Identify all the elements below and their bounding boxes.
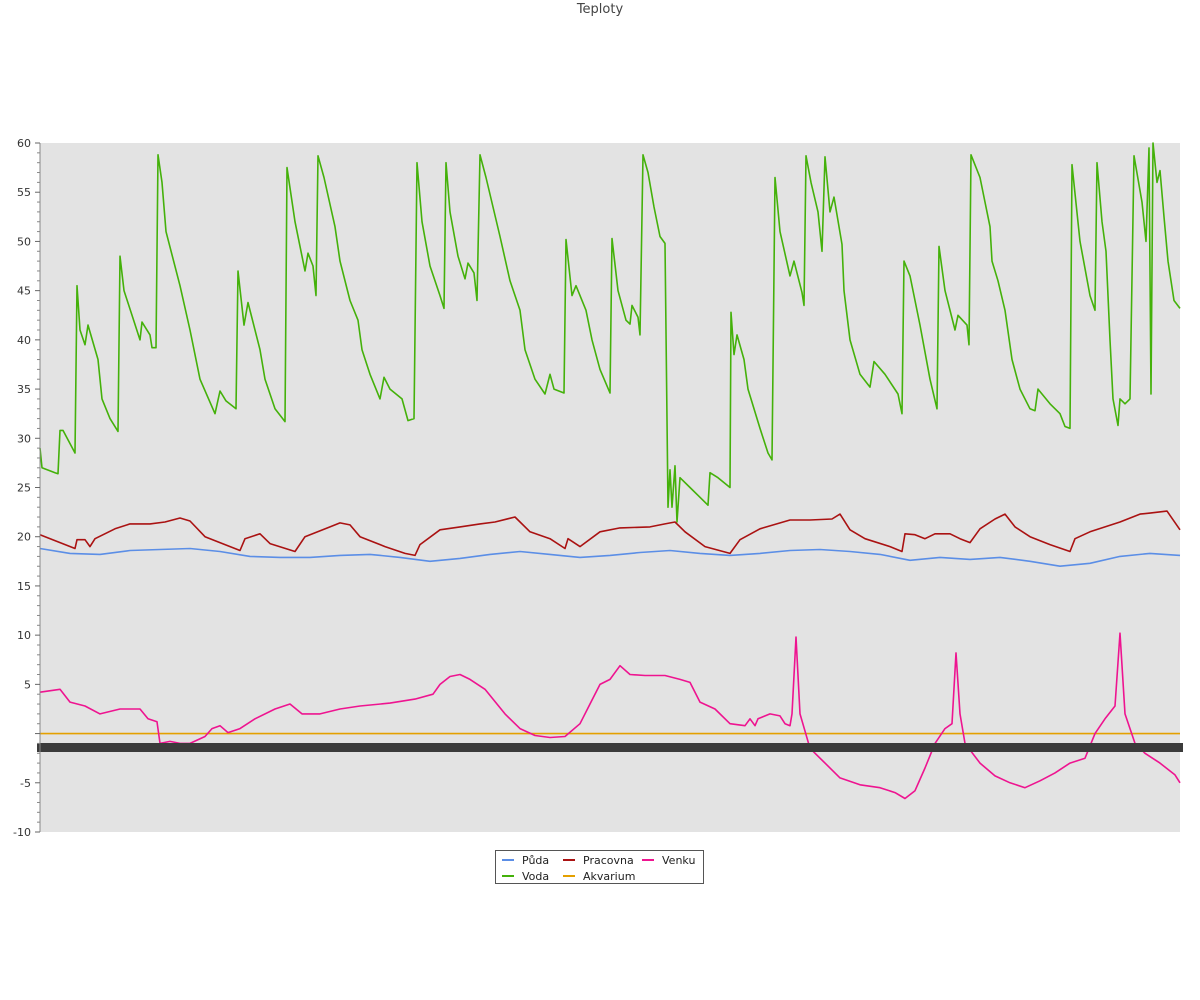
legend-swatch bbox=[502, 859, 514, 861]
legend-label: Půda bbox=[522, 854, 550, 867]
y-axis: -10 -5 5 10 15 20 25 30 35 40 45 50 55 60 bbox=[13, 137, 40, 839]
y-tick-label: 55 bbox=[17, 186, 31, 199]
y-tick-label: 5 bbox=[24, 678, 31, 691]
legend: Půda Voda Pracovna Akvarium Venku bbox=[495, 850, 704, 884]
legend-swatch bbox=[502, 875, 514, 877]
legend-swatch bbox=[642, 859, 654, 861]
y-tick-label: 20 bbox=[17, 531, 31, 544]
chart-title: Teploty bbox=[576, 2, 624, 17]
plot-area bbox=[40, 143, 1180, 832]
series-layer bbox=[39, 142, 1181, 800]
series-line-voda bbox=[39, 142, 1181, 523]
y-tick-label: 45 bbox=[17, 285, 31, 298]
legend-item: Akvarium bbox=[563, 870, 635, 883]
series-line-půda bbox=[39, 547, 1181, 568]
legend-item: Voda bbox=[502, 870, 549, 883]
y-tick-label: 40 bbox=[17, 334, 31, 347]
legend-label: Venku bbox=[662, 854, 696, 867]
y-tick-label: 30 bbox=[17, 432, 31, 445]
legend-swatch bbox=[563, 875, 575, 877]
legend-swatch bbox=[563, 859, 575, 861]
y-tick-label: 25 bbox=[17, 482, 31, 495]
series-line-venku bbox=[39, 632, 1181, 800]
legend-label: Akvarium bbox=[583, 870, 636, 883]
y-tick-label: 15 bbox=[17, 580, 31, 593]
y-tick-label: 10 bbox=[17, 629, 31, 642]
y-tick-label: -5 bbox=[20, 777, 31, 790]
legend-item: Půda bbox=[502, 854, 549, 867]
series-line-pracovna bbox=[39, 510, 1181, 557]
legend-item: Venku bbox=[642, 854, 695, 867]
y-tick-label: -10 bbox=[13, 826, 31, 839]
legend-item: Pracovna bbox=[563, 854, 634, 867]
x-axis-bar bbox=[37, 743, 1183, 752]
legend-label: Voda bbox=[522, 870, 550, 883]
y-tick-label: 35 bbox=[17, 383, 31, 396]
y-tick-label: 50 bbox=[17, 235, 31, 248]
y-tick-label: 60 bbox=[17, 137, 31, 150]
legend-label: Pracovna bbox=[583, 854, 634, 867]
